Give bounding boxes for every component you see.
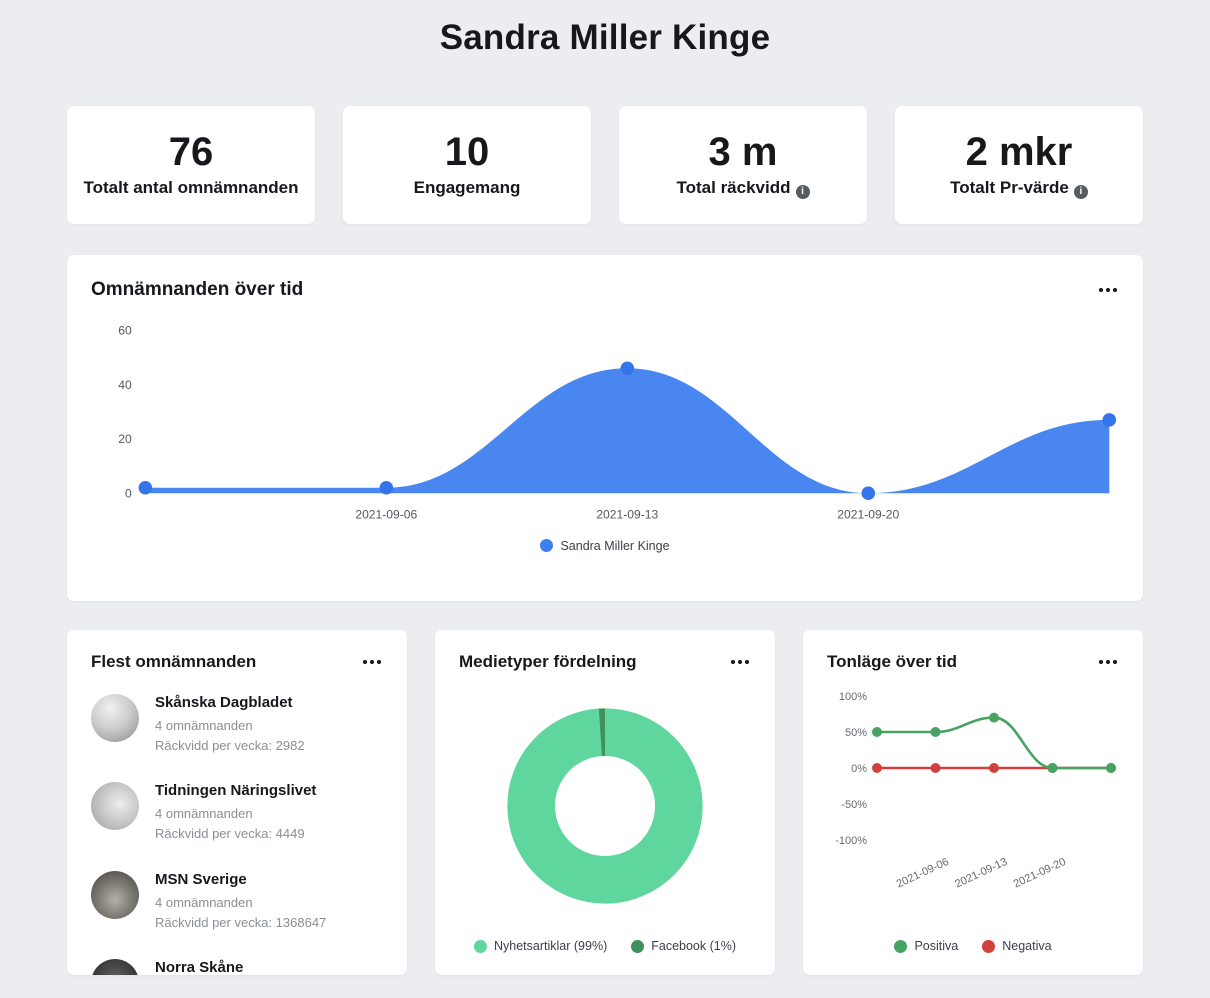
legend-label: Positiva: [914, 939, 959, 953]
mention-reach: Räckvidd per vecka: 2982: [155, 738, 305, 754]
mentions-chart-title: Omnämnanden över tid: [91, 279, 304, 300]
stat-value-engagement: 10: [444, 130, 490, 175]
mention-reach: Räckvidd per vecka: 1368647: [155, 914, 327, 930]
media-types-title: Medietyper fördelning: [459, 652, 637, 671]
legend-label: Facebook (1%): [651, 939, 736, 953]
stat-value-pr-value: 2 mkr: [965, 129, 1073, 174]
dashboard-page: Sandra Miller Kinge 76 Totalt antal omnä…: [67, 0, 1143, 975]
top-mentions-card: Flest omnämnanden Skånska Dagbladet 4 om…: [67, 630, 407, 975]
source-avatar: [91, 958, 139, 975]
svg-text:2021-09-13: 2021-09-13: [953, 856, 1009, 891]
stat-label-text: Totalt Pr-värde: [950, 177, 1069, 197]
mention-item[interactable]: Tidningen Näringslivet 4 omnämnanden Räc…: [91, 782, 383, 844]
legend-item[interactable]: Negativa: [982, 939, 1052, 953]
more-options-icon[interactable]: [1097, 280, 1119, 300]
stat-card-engagement: 10 Engagemang: [343, 106, 591, 224]
legend-item[interactable]: Facebook (1%): [631, 939, 736, 953]
legend-label: Nyhetsartiklar (99%): [494, 939, 608, 953]
legend-dot-icon: [540, 539, 554, 553]
tone-chart-title: Tonläge över tid: [827, 652, 958, 671]
card-header: Flest omnämnanden: [91, 652, 383, 672]
svg-text:2021-09-20: 2021-09-20: [1012, 856, 1068, 891]
card-header: Medietyper fördelning: [459, 652, 751, 672]
more-options-icon[interactable]: [729, 652, 751, 672]
legend-item[interactable]: Nyhetsartiklar (99%): [474, 939, 607, 953]
mention-source-name: MSN Sverige: [155, 870, 247, 888]
card-header: Tonläge över tid: [827, 652, 1119, 672]
source-avatar: [91, 870, 139, 919]
svg-text:2021-09-06: 2021-09-06: [355, 507, 417, 521]
more-options-icon[interactable]: [361, 652, 383, 672]
mention-item-text: MSN Sverige 4 omnämnanden Räckvidd per v…: [155, 871, 326, 933]
mentions-area-chart[interactable]: 0 20 40 60 2021-09-06 2021-09-13 2021-09-20: [91, 307, 1119, 535]
stat-label-total-mentions: Totalt antal omnämnanden: [83, 178, 299, 198]
legend-dot-icon: [474, 939, 487, 953]
tone-over-time-card: Tonläge över tid 100% 50% 0% -50% -100% 2021-…: [803, 630, 1143, 975]
mention-count: 4 omnämnanden: [155, 894, 253, 910]
source-avatar: [91, 782, 139, 831]
stat-label-engagement: Engagemang: [413, 178, 521, 198]
svg-text:50%: 50%: [845, 727, 867, 739]
svg-text:2021-09-20: 2021-09-20: [837, 507, 899, 521]
legend-label: Negativa: [1002, 939, 1052, 953]
page-title: Sandra Miller Kinge: [439, 18, 771, 57]
legend-item[interactable]: Sandra Miller Kinge: [540, 538, 670, 553]
svg-text:-100%: -100%: [835, 835, 867, 847]
mention-count: 4 omnämnanden: [155, 718, 253, 733]
mentions-over-time-card: Omnämnanden över tid 0 20 40 60 2021-09-06 20…: [67, 255, 1143, 601]
mention-source-name: Norra Skåne: [155, 958, 244, 975]
mention-item-text: Skånska Dagbladet 4 omnämnanden Räckvidd…: [155, 694, 305, 756]
more-options-icon[interactable]: [1097, 652, 1119, 672]
mention-item-text: Tidningen Näringslivet 4 omnämnanden Räc…: [155, 782, 316, 844]
media-types-card: Medietyper fördelning Nyhetsartiklar (99…: [435, 630, 775, 975]
tone-line-chart[interactable]: 100% 50% 0% -50% -100% 2021-09-06 2021-09-13 20…: [827, 680, 1119, 905]
svg-text:40: 40: [118, 378, 132, 392]
media-types-legend: Nyhetsartiklar (99%) Facebook (1%): [459, 939, 751, 953]
stat-card-pr-value: 2 mkr Totalt Pr-värde i: [895, 106, 1143, 224]
mention-source-name: Skånska Dagbladet: [155, 694, 293, 711]
stat-label-total-reach: Total räckvidd i: [676, 177, 810, 200]
svg-text:-50%: -50%: [841, 799, 867, 811]
mentions-chart-legend: Sandra Miller Kinge: [91, 539, 1119, 553]
mention-item[interactable]: Norra Skåne: [91, 958, 383, 975]
tone-chart-legend: Positiva Negativa: [827, 939, 1119, 953]
legend-item[interactable]: Positiva: [894, 939, 958, 953]
stat-label-text: Total räckvidd: [676, 177, 791, 197]
info-icon[interactable]: i: [795, 185, 810, 200]
info-icon[interactable]: i: [1073, 185, 1088, 200]
legend-dot-icon: [982, 939, 996, 953]
source-avatar: [91, 694, 139, 742]
mention-source-name: Tidningen Näringslivet: [155, 782, 317, 800]
bottom-cards-row: Flest omnämnanden Skånska Dagbladet 4 om…: [67, 630, 1143, 975]
mention-count: 4 omnämnanden: [155, 806, 253, 822]
legend-dot-icon: [631, 939, 645, 953]
stat-card-total-mentions: 76 Totalt antal omnämnanden: [67, 106, 315, 224]
mention-item-text: Norra Skåne: [155, 959, 243, 975]
card-header: Omnämnanden över tid: [91, 279, 1119, 301]
stat-value-total-reach: 3 m: [708, 129, 778, 174]
stats-row: 76 Totalt antal omnämnanden 10 Engageman…: [67, 106, 1143, 224]
svg-text:0%: 0%: [851, 763, 867, 775]
svg-text:60: 60: [118, 324, 132, 338]
svg-text:2021-09-06: 2021-09-06: [895, 856, 951, 891]
legend-dot-icon: [894, 939, 908, 953]
stat-value-total-mentions: 76: [168, 130, 214, 175]
svg-text:100%: 100%: [839, 691, 867, 703]
stat-card-total-reach: 3 m Total räckvidd i: [619, 106, 867, 224]
mention-item[interactable]: MSN Sverige 4 omnämnanden Räckvidd per v…: [91, 870, 383, 933]
donut-chart-area: [459, 672, 751, 939]
top-mentions-title: Flest omnämnanden: [91, 652, 257, 671]
stat-label-pr-value: Totalt Pr-värde i: [950, 177, 1088, 200]
mention-reach: Räckvidd per vecka: 4449: [155, 826, 305, 842]
media-types-donut-chart[interactable]: [502, 703, 708, 909]
svg-text:0: 0: [125, 487, 132, 501]
svg-text:20: 20: [118, 432, 132, 446]
svg-text:2021-09-13: 2021-09-13: [596, 507, 658, 521]
legend-label: Sandra Miller Kinge: [560, 538, 670, 553]
mention-item[interactable]: Skånska Dagbladet 4 omnämnanden Räckvidd…: [91, 694, 383, 756]
